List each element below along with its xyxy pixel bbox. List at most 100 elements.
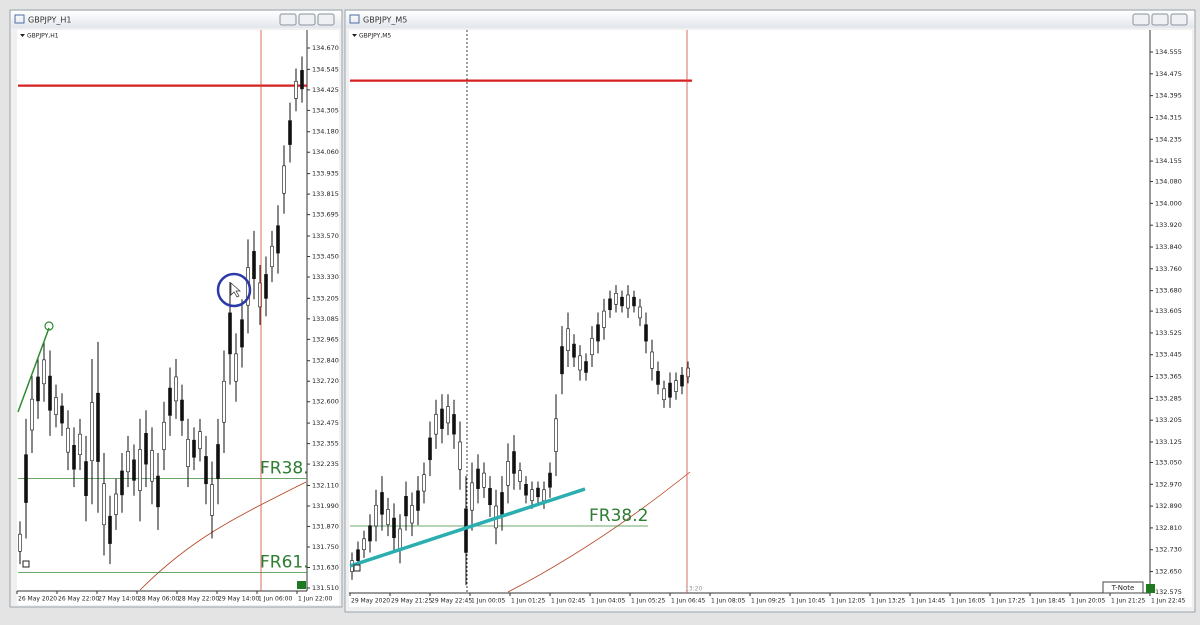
anchor-marker: [353, 564, 361, 572]
window-title: GBPJPY_H1: [28, 16, 72, 25]
candle-body: [620, 296, 624, 307]
candle-body: [674, 380, 678, 392]
candle-body: [482, 472, 486, 488]
window-icon: [14, 14, 25, 24]
candle-body: [416, 490, 420, 511]
candle-body: [668, 382, 672, 398]
price-tick-label: 133.445: [1155, 351, 1182, 359]
time-tick-label: 1 Jun 04:05: [591, 598, 625, 605]
candle-body: [680, 374, 684, 387]
time-tick-label: 1 Jun 16:05: [951, 598, 985, 605]
price-tick-label: 133.695: [312, 211, 339, 219]
candle-body: [596, 324, 600, 342]
price-tick-label: 133.125: [1155, 438, 1182, 446]
price-tick-label: 131.990: [312, 502, 339, 510]
price-tick-label: 134.555: [1155, 48, 1182, 56]
candle-body: [282, 165, 286, 194]
price-tick-label: 133.205: [312, 294, 339, 302]
time-tick-label: 1 Jun 21:25: [1111, 598, 1145, 605]
candle-body: [572, 343, 576, 358]
time-tick-label: 26 May 22:00: [58, 596, 99, 603]
restore-button[interactable]: [1151, 13, 1169, 26]
candle-body: [542, 489, 546, 501]
candle-body: [686, 367, 690, 378]
trend-line: [17, 327, 50, 413]
price-tick-label: 132.965: [312, 335, 339, 343]
candle-body: [500, 492, 504, 515]
candle-body: [578, 355, 582, 371]
time-tick-label: 28 May 06:00: [138, 596, 179, 603]
price-tick-label: 133.285: [1155, 394, 1182, 402]
candle-body: [464, 508, 468, 553]
candle-body: [66, 427, 70, 453]
cursor-time-label: 13:20: [685, 586, 702, 593]
candle-body: [54, 397, 58, 415]
symbol-label: GBPJPY,H1: [27, 33, 59, 40]
minimize-button[interactable]: [279, 13, 297, 26]
time-tick-label: 1 Jun 13:25: [871, 598, 905, 605]
time-tick-label: 1 Jun 06:00: [258, 596, 292, 603]
candle-body: [114, 493, 118, 515]
candle-body: [138, 449, 142, 491]
candle-body: [440, 408, 444, 429]
price-tick-label: 134.545: [312, 65, 339, 73]
candle-body: [650, 351, 654, 369]
price-tick-label: 134.475: [1155, 70, 1182, 78]
candle-body: [120, 470, 124, 496]
scroll-marker: [297, 581, 306, 589]
candle-body: [168, 387, 172, 416]
chart-window: GBPJPY_M5 GBPJPY,M5 134.555 134.475 134.395 1…: [344, 9, 1196, 613]
time-tick-label: 1 Jun 17:25: [991, 598, 1025, 605]
candle-body: [210, 484, 214, 516]
candle-body: [452, 414, 456, 435]
candle-body: [78, 433, 82, 456]
price-tick-label: 132.840: [312, 357, 339, 365]
candle-body: [30, 398, 34, 431]
candle-body: [632, 296, 636, 307]
time-tick-label: 1 Jun 14:45: [911, 598, 945, 605]
close-button[interactable]: [1170, 13, 1188, 26]
cursor-highlight: [216, 272, 252, 308]
price-tick-label: 134.235: [1155, 135, 1182, 143]
price-tick-label: 131.750: [312, 543, 339, 551]
time-tick-label: 1 Jun 02:45: [551, 598, 585, 605]
plot-area: [349, 30, 1192, 607]
price-tick-label: 133.570: [312, 232, 339, 240]
candle-body: [36, 376, 40, 402]
price-tick-label: 131.870: [312, 522, 339, 530]
candle-body: [434, 414, 438, 435]
price-tick-label: 133.815: [312, 190, 339, 198]
minimize-button[interactable]: [1132, 13, 1150, 26]
price-tick-label: 134.180: [312, 128, 339, 136]
candle-body: [84, 461, 88, 497]
restore-button[interactable]: [298, 13, 316, 26]
price-tick-label: 134.000: [1155, 199, 1182, 207]
price-tick-label: 133.935: [312, 170, 339, 178]
candle-body: [374, 504, 378, 527]
candle-body: [626, 294, 630, 309]
candle-body: [512, 451, 516, 474]
candle-body: [458, 441, 462, 470]
time-tick-label: 1 Jun 22:45: [1151, 598, 1185, 605]
moving-average: [507, 471, 691, 593]
price-tick-label: 133.920: [1155, 221, 1182, 229]
time-tick-label: 1 Jun 09:25: [751, 598, 785, 605]
candle-body: [476, 468, 480, 489]
close-button[interactable]: [317, 13, 335, 26]
candle-body: [96, 392, 100, 462]
candle-body: [386, 509, 390, 525]
time-tick-label: 1 Jun 05:25: [631, 598, 665, 605]
price-tick-label: 133.525: [1155, 329, 1182, 337]
candle-body: [614, 293, 618, 305]
symbol-label: GBPJPY,M5: [359, 33, 391, 40]
candle-body: [42, 359, 46, 385]
candle-body: [102, 483, 106, 526]
candle-body: [392, 517, 396, 539]
price-tick-label: 133.365: [1155, 373, 1182, 381]
t-note-button[interactable]: [1102, 581, 1144, 594]
candle-body: [180, 399, 184, 421]
candle-body: [228, 312, 232, 355]
chart-window: GBPJPY_H1 GBPJPY,H1 134.670 134.545 134.425 1…: [9, 9, 343, 608]
time-tick-label: 29 May 22:45: [431, 598, 472, 605]
